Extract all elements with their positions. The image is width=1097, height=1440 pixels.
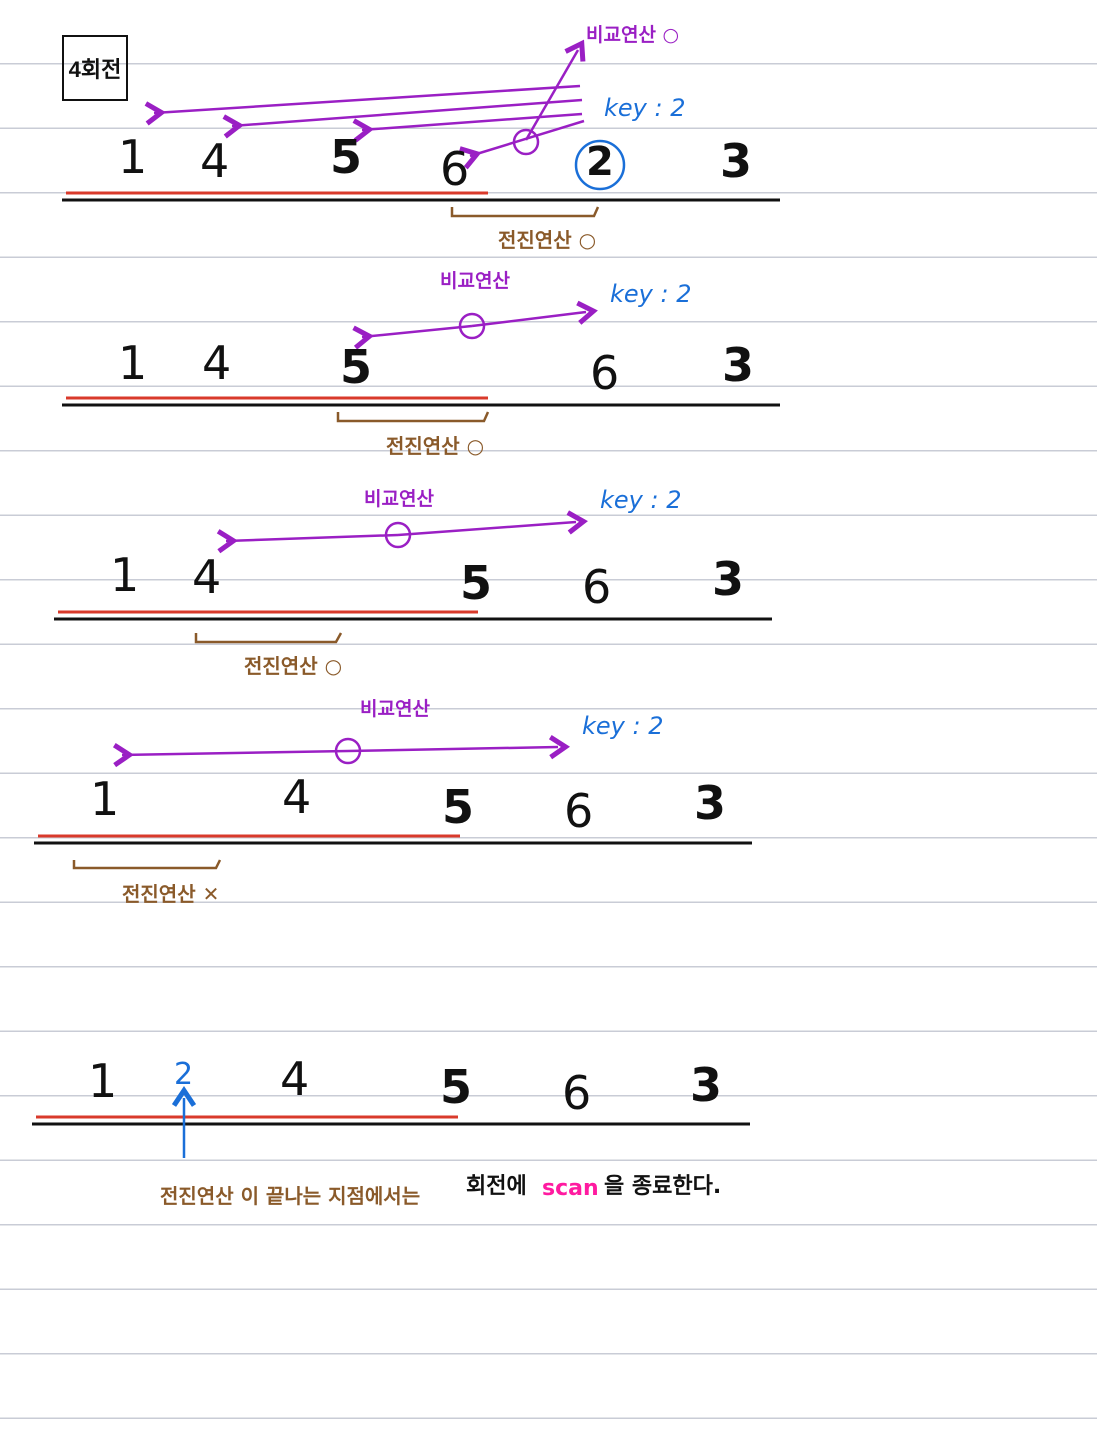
- step-1-compare-label: 비교연산 ○: [586, 24, 680, 46]
- step-2-compare-label: 비교연산: [440, 270, 510, 292]
- step-4-value-2: 4: [282, 770, 312, 824]
- step-1-value-2: 4: [200, 134, 230, 188]
- final-value-6: 3: [690, 1058, 723, 1112]
- step-3-value-5: 3: [712, 552, 745, 606]
- step-3-value-1: 1: [110, 548, 140, 602]
- step-1-value-4: 6: [440, 142, 470, 196]
- step-2-shift-label: 전진연산 ○: [386, 434, 485, 458]
- step-3-value-2: 4: [192, 550, 222, 604]
- step-2-value-5: 3: [722, 338, 755, 392]
- step-3-value-3: 5: [460, 556, 493, 610]
- step-2-value-1: 1: [118, 336, 148, 390]
- step-4-key-label: key : 2: [582, 712, 664, 740]
- step-2-value-4: 6: [590, 346, 620, 400]
- final-note-scan: scan: [542, 1176, 599, 1201]
- step-2-key-label: key : 2: [610, 280, 692, 308]
- final-note-part2: 회전에: [466, 1174, 527, 1199]
- final-note-part1: 전진연산 이 끝나는 지점에서는: [160, 1184, 421, 1208]
- step-4-drawing: [34, 735, 752, 870]
- round-title-box: 4회전: [62, 35, 128, 101]
- step-1-value-6: 3: [720, 134, 753, 188]
- final-note-part3: 을 종료한다.: [604, 1174, 722, 1199]
- final-value-3: 4: [280, 1052, 310, 1106]
- step-4-value-5: 3: [694, 776, 727, 830]
- step-1-key-label: key : 2: [604, 94, 686, 122]
- step-4-compare-label: 비교연산: [360, 698, 430, 720]
- final-value-1: 1: [88, 1054, 118, 1108]
- step-3-shift-label: 전진연산 ○: [244, 654, 343, 678]
- step-4-value-1: 1: [90, 772, 120, 826]
- step-1-key-value: 2: [586, 139, 614, 185]
- final-value-5: 6: [562, 1066, 592, 1120]
- step-2-value-2: 4: [202, 336, 232, 390]
- step-4-value-3: 5: [442, 780, 475, 834]
- step-4-shift-label: 전진연산 ✕: [122, 882, 220, 906]
- step-1-drawing: [62, 39, 780, 218]
- final-value-4: 5: [440, 1060, 473, 1114]
- step-2-drawing: [62, 300, 780, 423]
- final-drawing: [32, 1085, 750, 1158]
- step-1-value-1: 1: [118, 130, 148, 184]
- step-3-drawing: [54, 510, 772, 644]
- step-1-value-3: 5: [330, 130, 363, 184]
- step-3-key-label: key : 2: [600, 486, 682, 514]
- step-3-compare-label: 비교연산: [364, 488, 434, 510]
- step-2-value-3: 5: [340, 340, 373, 394]
- step-3-value-4: 6: [582, 560, 612, 614]
- final-inserted-key-value: 2: [174, 1057, 194, 1092]
- step-4-value-4: 6: [564, 784, 594, 838]
- step-1-shift-label: 전진연산 ○: [498, 228, 597, 252]
